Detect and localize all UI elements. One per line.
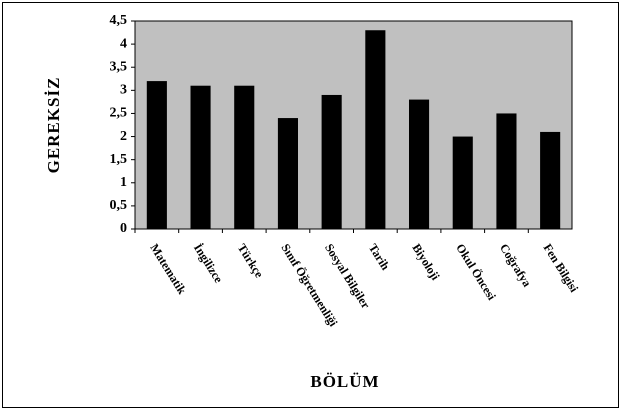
bar-5 xyxy=(321,94,342,229)
x-tick-label: Matematik xyxy=(147,241,189,297)
bar-9 xyxy=(496,113,517,229)
y-tick-label: 4 xyxy=(120,36,127,51)
y-tick-label: 0 xyxy=(120,221,127,236)
x-tick-label: Biyoloji xyxy=(410,241,443,283)
x-tick-label: Fen Bilgisi xyxy=(541,241,582,295)
x-tick-label: Coğrafya xyxy=(497,241,534,289)
bar-7 xyxy=(408,99,430,229)
x-tick-label: İngilizce xyxy=(191,241,226,286)
bar-2 xyxy=(190,85,211,229)
bar-4 xyxy=(277,118,299,229)
bar-8 xyxy=(452,136,473,229)
x-tick-label: Türkçe xyxy=(235,241,267,281)
y-axis-title: GEREKSİZ xyxy=(44,77,63,174)
y-tick-label: 1,5 xyxy=(110,152,128,167)
bar-10 xyxy=(540,131,561,229)
y-tick-label: 4,5 xyxy=(110,13,128,28)
y-tick-label: 3,5 xyxy=(110,59,128,74)
x-tick-label: Tarih xyxy=(366,241,393,273)
y-tick-label: 3 xyxy=(120,83,127,98)
y-tick-label: 2,5 xyxy=(110,106,128,121)
bar-6 xyxy=(365,30,386,229)
y-tick-label: 2 xyxy=(120,129,127,144)
y-tick-label: 0,5 xyxy=(110,198,128,213)
bar-3 xyxy=(234,85,255,229)
y-tick-label: 1 xyxy=(120,175,127,190)
x-tick-label: Sosyal Bilgiler xyxy=(322,241,373,311)
bar-1 xyxy=(146,81,167,229)
x-tick-label: Okul Öncesi xyxy=(453,241,499,303)
x-axis-title: BÖLÜM xyxy=(310,372,379,391)
